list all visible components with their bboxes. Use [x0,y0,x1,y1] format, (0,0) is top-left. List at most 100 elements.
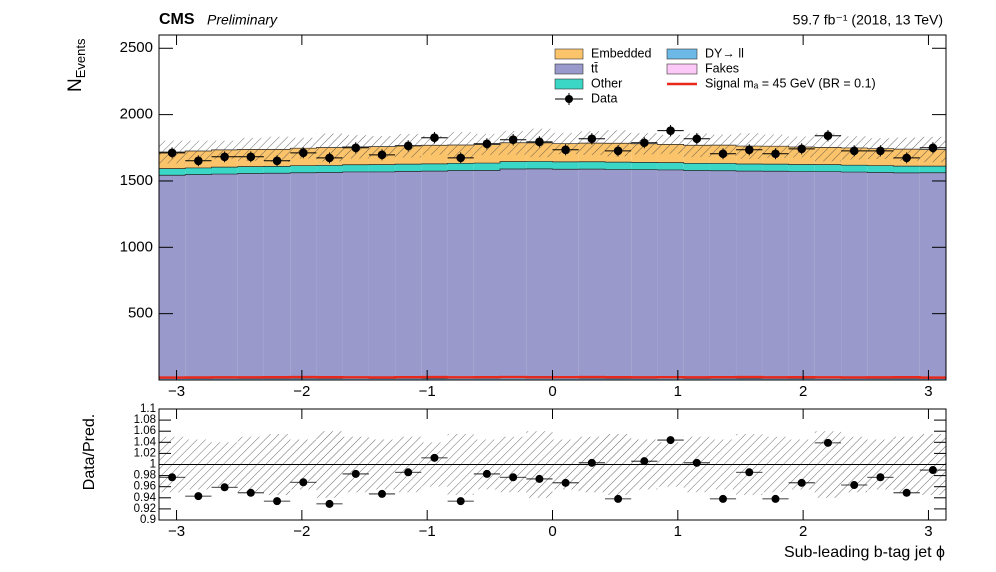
data-point [167,148,177,158]
legend-label: Signal mₐ = 45 GeV (BR = 0.1) [705,76,876,90]
stack-bar [578,161,606,170]
uncertainty-band [185,140,212,162]
stack-bar [473,378,500,380]
x-tick-label: 2 [799,383,807,400]
stack-bar [578,169,606,378]
ratio-point [194,492,203,501]
stack-bar [316,172,343,378]
stack-bar [578,378,606,380]
ratio-y-tick-label: 1.02 [134,447,156,459]
stack-bar [762,171,789,378]
stack-bar [736,171,763,378]
stack-bar [447,378,474,380]
uncertainty-band [683,133,710,158]
stack-bar [762,164,789,172]
ratio-y-tick-label: 1.04 [134,436,157,448]
stack-bar [342,171,369,378]
x-axis-label: Sub-leading b-tag jet ϕ [784,544,945,561]
stack-bar [657,162,684,170]
y-axis-label: NEvents [65,38,88,92]
stack-bar [159,175,186,378]
ratio-point [745,468,754,477]
uncertainty-band [893,137,920,161]
stack-bar [709,170,737,378]
stack-bar [290,378,317,380]
ratio-point [168,473,177,482]
legend-label: Fakes [705,61,739,75]
lumi-label: 59.7 fb⁻¹ (2018, 13 TeV) [793,12,943,28]
ratio-x-tick-label: −3 [168,523,185,540]
ratio-point [823,438,832,447]
data-point [639,138,649,148]
data-point [377,150,387,160]
stack-bar [631,378,658,380]
stack-bar [290,172,317,378]
ratio-y-tick-label: 0.94 [134,492,157,504]
stack-bar [473,170,500,378]
stack-outline [159,161,946,169]
stack-bar [867,165,894,173]
stack-bar [395,378,422,380]
ratio-y-axis-label: Data/Pred. [81,414,98,490]
ratio-point [456,497,465,506]
stack-bar [867,172,894,378]
stack-bar [237,378,264,380]
ratio-y-tick-label: 1.08 [134,414,156,426]
legend-swatch [554,63,584,75]
ratio-y-tick-label: 0.98 [134,470,156,482]
data-point [666,126,675,135]
stack-bar [159,168,186,176]
legend-label: Data [591,91,617,105]
ratio-point [482,469,491,478]
legend-label: tt̄ [591,61,598,75]
ratio-point [587,458,596,467]
y-tick-label: 2500 [120,39,153,56]
y-tick-label: 1000 [120,238,153,255]
ratio-point [718,494,727,503]
data-point [587,134,597,144]
ratio-point [535,474,544,483]
data-point [508,135,518,144]
stack-bar [447,170,474,378]
ratio-point [561,478,570,487]
ratio-point [902,488,911,497]
ratio-x-tick-label: 0 [548,523,556,540]
stack-bar [631,169,658,378]
ratio-x-tick-label: 3 [924,523,932,540]
y-axis-label-main: N [65,78,86,92]
ratio-point [876,473,885,482]
data-point [692,134,702,144]
data-point [771,149,780,159]
x-tick-label: 3 [924,383,932,400]
stack-bar [841,378,868,380]
stack-bar [552,169,579,378]
stack-bar [867,378,894,380]
stack-bar [814,171,842,378]
legend-label: DY→ ll [705,46,744,60]
chart-subtitle: Preliminary [207,12,278,28]
stack-bar [526,168,553,377]
uncertainty-band [421,135,448,155]
ratio-point [850,481,859,490]
stack-bar [237,166,264,174]
stack-bar [185,174,212,378]
stack-outline [159,168,946,176]
data-point [823,131,833,141]
y-tick-label: 1500 [120,172,153,189]
stack-bar [316,378,343,380]
stack-bar [709,163,737,171]
ratio-point [640,457,649,466]
data-point [272,156,282,166]
stack-bar [893,166,920,173]
ratio-point [378,489,387,498]
stack-bar [893,378,920,380]
stack-bar [263,378,291,380]
ratio-point [928,466,937,475]
legend-swatch [554,48,584,60]
ratio-point [692,458,701,467]
ratio-y-tick-label: 0.92 [134,503,156,515]
stack-bar [421,171,448,378]
stack-bar [263,173,291,378]
stack-bar [736,378,763,380]
